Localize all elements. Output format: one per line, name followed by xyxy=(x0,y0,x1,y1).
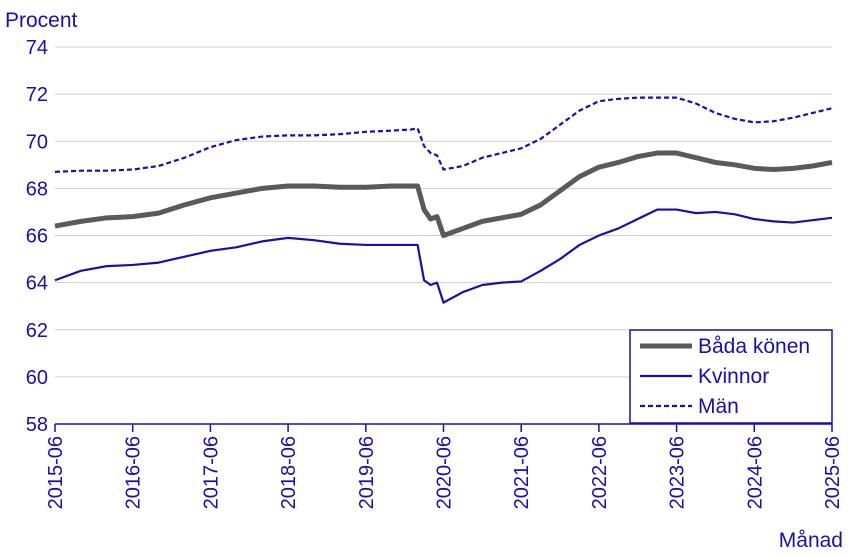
legend-label-2: Män xyxy=(698,395,739,418)
x-tick-label: 2025-06 xyxy=(822,436,844,509)
x-tick-label: 2021-06 xyxy=(511,436,533,509)
x-tick-label: 2018-06 xyxy=(278,436,300,509)
legend-label-1: Kvinnor xyxy=(698,365,769,388)
x-tick-label: 2020-06 xyxy=(434,436,456,509)
x-tick-label: 2024-06 xyxy=(744,436,766,509)
y-axis-ticks: 58 60 62 64 66 68 70 72 74 xyxy=(26,37,48,436)
x-tick-label: 2017-06 xyxy=(200,436,222,509)
series-line-1 xyxy=(54,208,833,304)
y-tick-label: 72 xyxy=(26,84,48,106)
series-line-2 xyxy=(54,96,833,173)
series-line-0 xyxy=(54,150,833,238)
x-tick-label: 2015-06 xyxy=(45,436,67,509)
x-tick-label: 2019-06 xyxy=(356,436,378,509)
y-tick-label: 70 xyxy=(26,131,48,153)
x-tick-label: 2016-06 xyxy=(123,436,145,509)
y-tick-label: 66 xyxy=(26,226,48,248)
y-tick-label: 60 xyxy=(26,367,48,389)
y-axis-title: Procent xyxy=(5,9,78,32)
y-tick-label: 68 xyxy=(26,178,48,200)
y-tick-label: 62 xyxy=(26,320,48,342)
y-tick-label: 58 xyxy=(26,414,48,436)
grid xyxy=(55,46,832,378)
legend-label-0: Båda könen xyxy=(698,335,810,358)
y-tick-label: 64 xyxy=(26,273,48,295)
x-axis-ticks: 2015-06 2016-06 2017-06 2018-06 2019-06 2020-… xyxy=(45,424,844,509)
series-lines xyxy=(54,96,833,304)
x-tick-label: 2022-06 xyxy=(589,436,611,509)
y-tick-label: 74 xyxy=(26,37,48,59)
x-tick-label: 2023-06 xyxy=(667,436,689,509)
legend: Båda könen Kvinnor Män xyxy=(629,329,833,424)
x-axis-title: Månad xyxy=(779,529,843,552)
